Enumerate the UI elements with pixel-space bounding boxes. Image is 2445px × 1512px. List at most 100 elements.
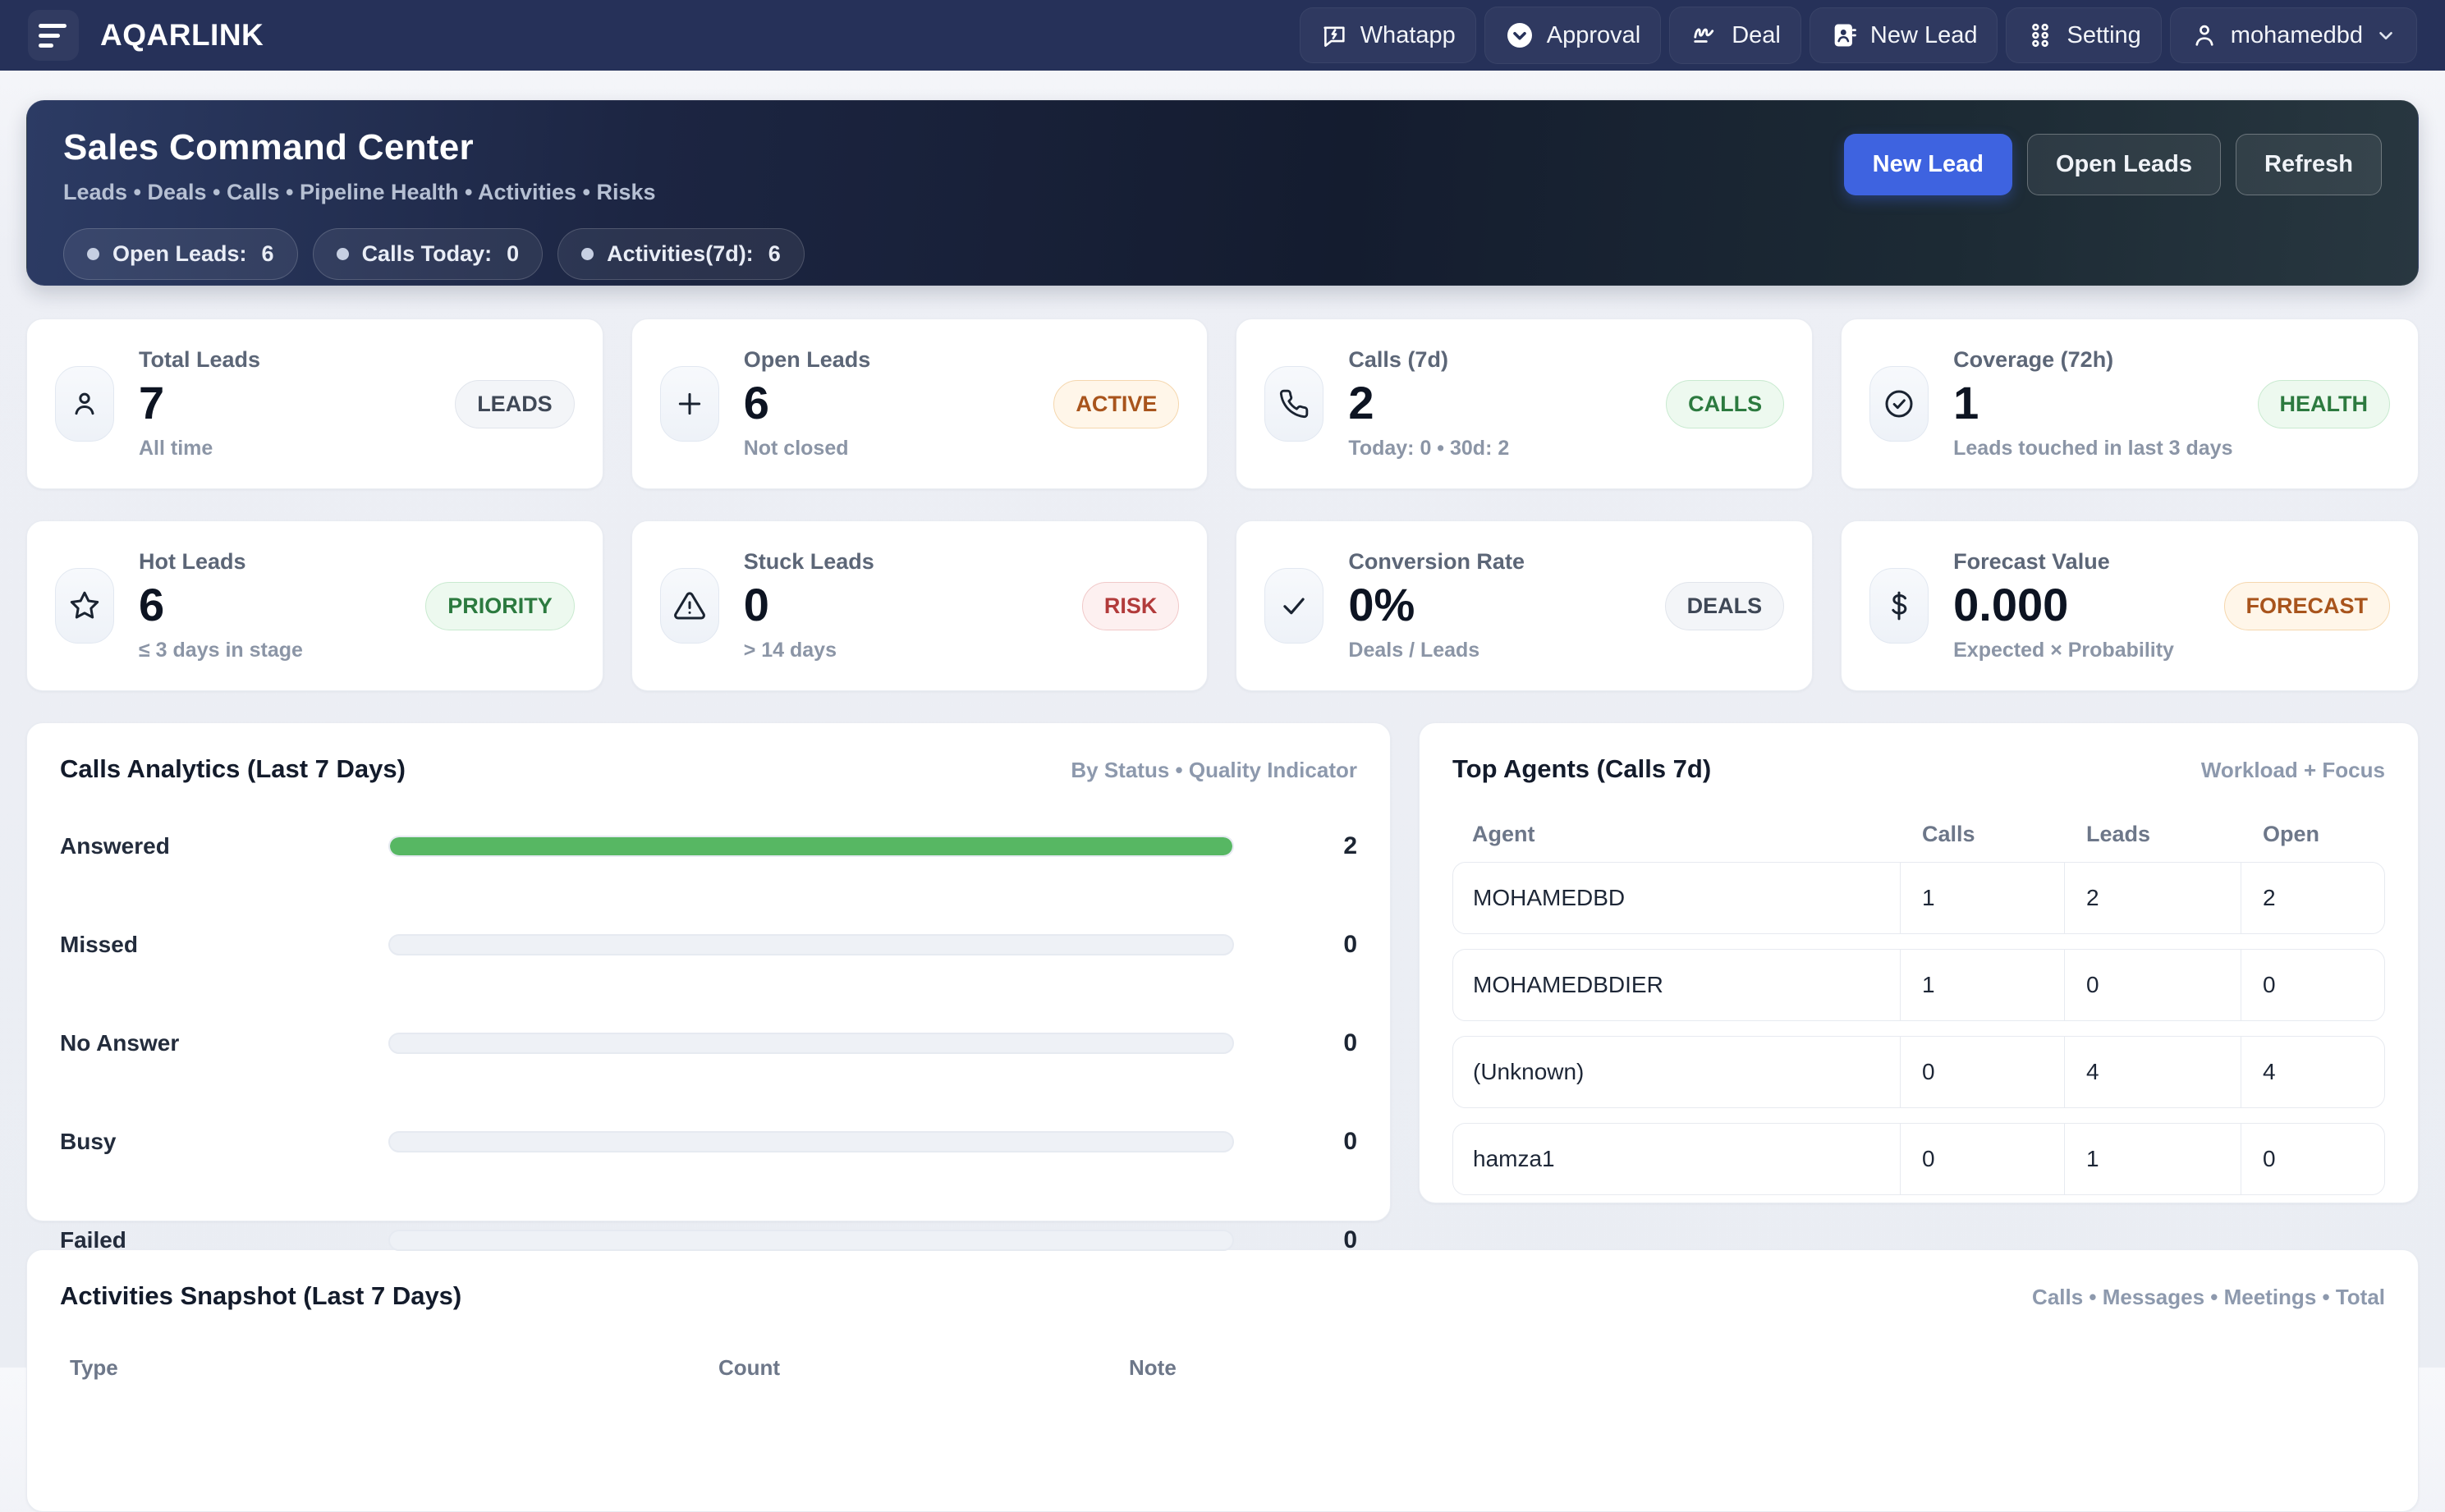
column-header-calls: Calls: [1922, 822, 1975, 846]
bar-label: Missed: [60, 932, 138, 957]
kpi-card-calls-7d: Calls (7d) 2 Today: 0 • 30d: 2 CALLS: [1236, 318, 1814, 489]
agent-leads: 0: [2064, 950, 2241, 1020]
new-lead-button[interactable]: New Lead: [1843, 134, 2012, 195]
refresh-button[interactable]: Refresh: [2236, 134, 2382, 195]
nav-item-setting[interactable]: Setting: [2006, 7, 2162, 63]
agents-table-header: Agent Calls Leads Open: [1452, 822, 2385, 847]
kpi-card-stuck-leads: Stuck Leads 0 > 14 days RISK: [631, 520, 1209, 691]
table-row[interactable]: (Unknown) 0 4 4: [1452, 1036, 2385, 1108]
nav-item-deal[interactable]: Deal: [1669, 7, 1801, 64]
contact-card-icon: [1830, 21, 1858, 49]
kpi-badge: DEALS: [1664, 581, 1785, 630]
kpi-value: 2: [1348, 376, 1374, 428]
check-circle-icon: [1869, 366, 1929, 442]
kpi-value: 1: [1953, 376, 1979, 428]
person-icon: [55, 366, 114, 442]
nav-item-label: Whatapp: [1360, 21, 1456, 48]
table-row[interactable]: MOHAMEDBD 1 2 2: [1452, 862, 2385, 934]
dollar-icon: [1869, 568, 1929, 644]
warning-triangle-icon: [659, 568, 719, 644]
bar-track: [388, 1230, 1234, 1251]
top-agents-title: Top Agents (Calls 7d): [1452, 754, 1712, 783]
agent-leads: 2: [2064, 863, 2241, 933]
nav-item-whatapp[interactable]: Whatapp: [1299, 7, 1476, 63]
check-icon: [1264, 568, 1324, 644]
agent-name: MOHAMEDBD: [1473, 885, 1626, 910]
hero-left: Sales Command Center Leads • Deals • Cal…: [63, 127, 805, 280]
nav-item-new-lead[interactable]: New Lead: [1809, 7, 1998, 63]
activities-subtitle: Calls • Messages • Meetings • Total: [2032, 1285, 2385, 1309]
user-menu[interactable]: mohamedbd: [2169, 7, 2417, 63]
kpi-title: Hot Leads: [139, 548, 246, 574]
dot-icon: [87, 248, 99, 260]
user-name: mohamedbd: [2230, 21, 2363, 48]
calls-analytics-subtitle: By Status • Quality Indicator: [1071, 758, 1357, 782]
hero-stat-pills: Open Leads: 6 Calls Today: 0 Activities(…: [63, 228, 805, 280]
agent-calls: 1: [1900, 950, 2064, 1020]
bar-fill: [390, 837, 1232, 855]
kpi-card-total-leads: Total Leads 7 All time LEADS: [26, 318, 603, 489]
open-leads-button[interactable]: Open Leads: [2027, 134, 2221, 195]
dot-icon: [581, 248, 594, 260]
bar-value: 0: [1343, 1128, 1357, 1155]
bar-track: [388, 934, 1234, 955]
table-row[interactable]: hamza1 0 1 0: [1452, 1123, 2385, 1195]
nav-item-label: Deal: [1732, 21, 1781, 48]
bar-row-no-answer: No Answer 0: [60, 1017, 1357, 1070]
bar-row-busy: Busy 0: [60, 1116, 1357, 1168]
table-row[interactable]: MOHAMEDBDIER 1 0 0: [1452, 949, 2385, 1021]
bar-value: 0: [1343, 1226, 1357, 1253]
signature-icon: [1690, 21, 1719, 50]
column-header-open: Open: [2263, 822, 2320, 846]
chat-bolt-icon: [1320, 21, 1348, 49]
pill-label: Activities(7d):: [607, 241, 754, 266]
pill-value: 6: [261, 241, 274, 266]
kpi-value: 7: [139, 376, 165, 428]
column-header-note: Note: [1129, 1355, 1177, 1380]
kpi-sub: ≤ 3 days in stage: [139, 639, 303, 662]
kpi-grid: Total Leads 7 All time LEADS Open Leads …: [26, 318, 2419, 691]
activities-snapshot-panel: Activities Snapshot (Last 7 Days) Calls …: [26, 1249, 2419, 1512]
kpi-sub: Not closed: [743, 437, 849, 460]
kpi-value: 0.000: [1953, 578, 2069, 630]
hero-actions: New Lead Open Leads Refresh: [1843, 134, 2382, 195]
bar-track: [388, 1033, 1234, 1054]
bar-label: Answered: [60, 833, 170, 859]
top-navbar: AQARLINK Whatapp Approval: [0, 0, 2445, 71]
menu-toggle-button[interactable]: [28, 10, 79, 61]
agent-name: (Unknown): [1473, 1059, 1585, 1084]
nav-item-label: Approval: [1546, 21, 1641, 48]
kpi-title: Coverage (72h): [1953, 346, 2114, 372]
bar-label: Failed: [60, 1227, 126, 1253]
kpi-title: Calls (7d): [1348, 346, 1448, 372]
page-subtitle: Leads • Deals • Calls • Pipeline Health …: [63, 180, 656, 204]
kpi-sub: > 14 days: [743, 639, 837, 662]
calls-analytics-title: Calls Analytics (Last 7 Days): [60, 754, 406, 783]
pill-label: Open Leads:: [112, 241, 247, 266]
agent-name: hamza1: [1473, 1146, 1555, 1171]
dots-grid-icon: [2026, 21, 2054, 49]
brand-logo: AQARLINK: [100, 18, 264, 52]
nav-menu: Whatapp Approval Deal: [1299, 7, 2417, 64]
top-agents-panel: Top Agents (Calls 7d) Workload + Focus A…: [1419, 722, 2419, 1203]
kpi-title: Conversion Rate: [1348, 548, 1525, 574]
person-icon: [2190, 21, 2218, 49]
kpi-badge: HEALTH: [2257, 379, 2390, 428]
agent-open: 0: [2241, 950, 2384, 1020]
kpi-title: Stuck Leads: [743, 548, 874, 574]
kpi-value: 0%: [1348, 578, 1415, 630]
activities-title: Activities Snapshot (Last 7 Days): [60, 1281, 462, 1310]
pill-activities-7d: Activities(7d): 6: [557, 228, 805, 280]
nav-item-approval[interactable]: Approval: [1484, 7, 1662, 64]
kpi-sub: Expected × Probability: [1953, 639, 2174, 662]
agent-leads: 1: [2064, 1124, 2241, 1194]
bar-track: [388, 836, 1234, 857]
kpi-card-open-leads: Open Leads 6 Not closed ACTIVE: [631, 318, 1209, 489]
hero-banner: Sales Command Center Leads • Deals • Cal…: [26, 100, 2419, 286]
kpi-card-coverage: Coverage (72h) 1 Leads touched in last 3…: [1841, 318, 2419, 489]
analytics-row: Calls Analytics (Last 7 Days) By Status …: [26, 722, 2419, 1253]
kpi-badge: FORECAST: [2223, 581, 2390, 630]
bar-label: Busy: [60, 1129, 117, 1154]
column-header-type: Type: [70, 1355, 118, 1380]
nav-item-label: New Lead: [1869, 21, 1978, 48]
